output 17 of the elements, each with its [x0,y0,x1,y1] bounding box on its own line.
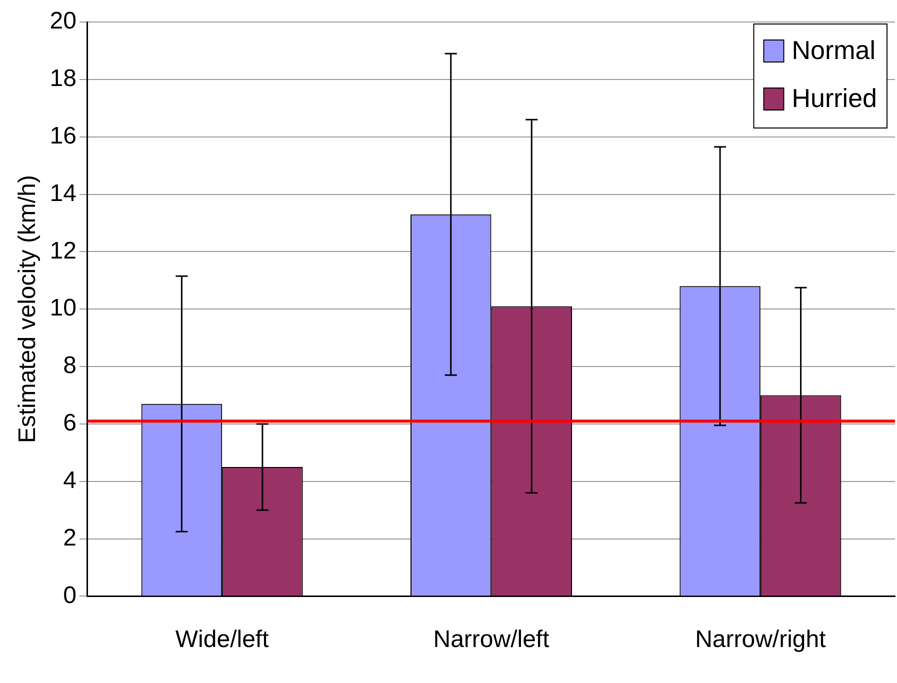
y-tick-label: 20 [50,8,76,35]
y-tick-label: 4 [63,466,76,494]
y-tick-label: 12 [50,237,76,264]
legend-label: Hurried [792,83,877,114]
x-tick-label: Wide/left [175,626,270,654]
y-tick-label: 14 [50,180,76,207]
y-tick-label: 18 [50,65,76,92]
y-tick-label: 6 [63,410,76,437]
y-tick-label: 8 [63,352,76,380]
legend-label: Normal [792,35,876,66]
y-tick-label: 0 [63,582,76,609]
x-tick-label: Narrow/right [695,626,826,654]
x-tick-label: Narrow/left [433,626,550,654]
y-axis-title: Estimated velocity (km/h) [14,175,42,444]
y-tick-label: 10 [50,294,76,322]
y-tick-label: 2 [63,524,76,552]
y-tick-label: 16 [50,122,76,150]
